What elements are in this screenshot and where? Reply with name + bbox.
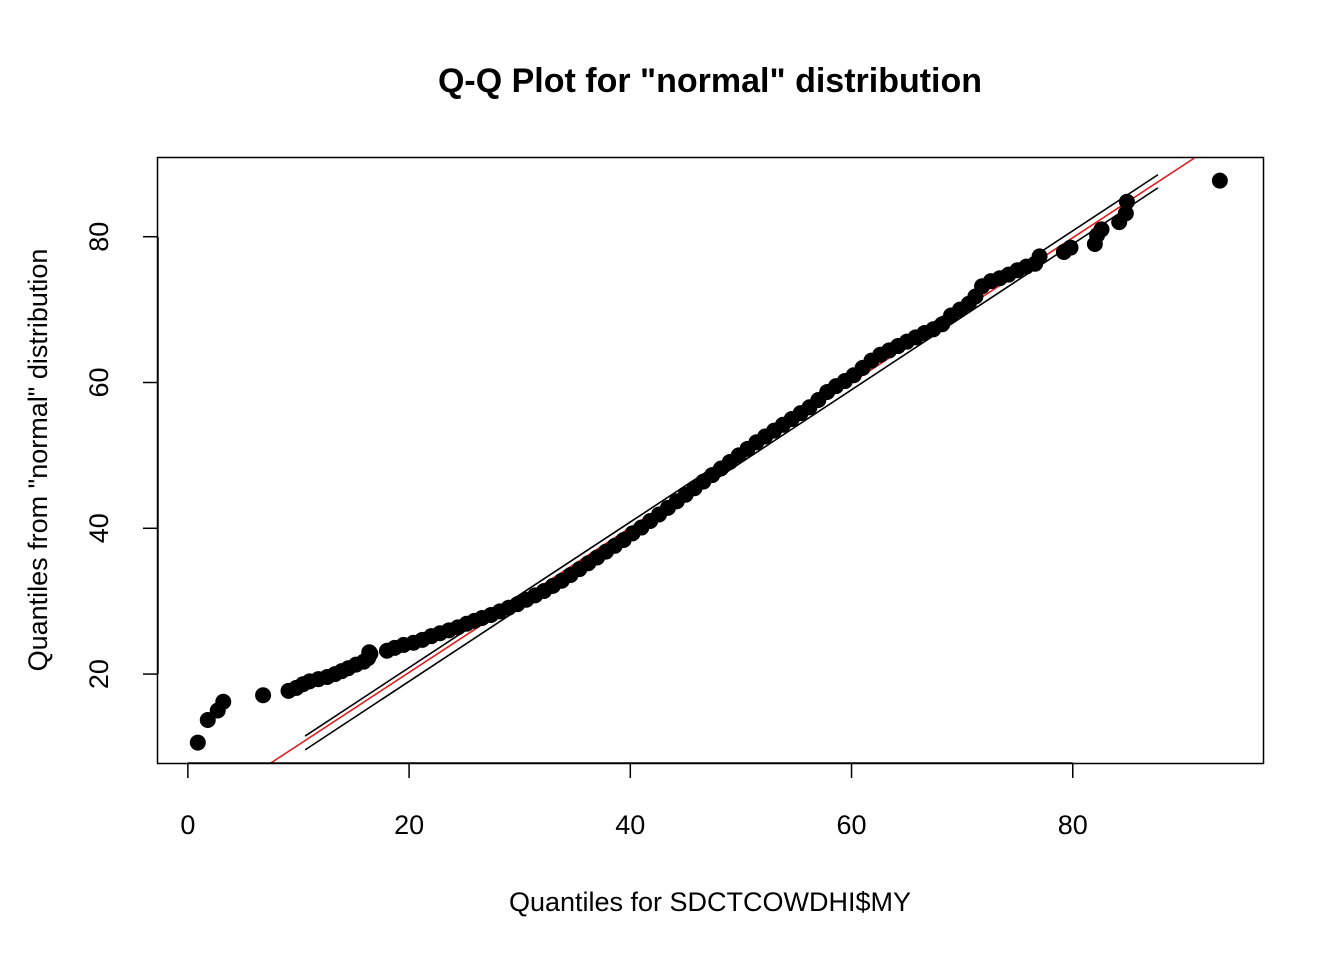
y-tick-label: 40 — [84, 513, 114, 543]
data-point — [1118, 193, 1135, 210]
data-point — [189, 734, 206, 751]
y-axis: 20 40 60 80 — [84, 222, 159, 689]
y-tick-label: 20 — [84, 659, 114, 689]
data-point — [1062, 239, 1079, 256]
x-tick-label: 20 — [394, 810, 424, 840]
x-tick-label: 80 — [1058, 810, 1088, 840]
data-point — [1093, 221, 1110, 238]
x-tick-label: 40 — [615, 810, 645, 840]
y-tick-label: 80 — [84, 222, 114, 252]
data-point — [361, 644, 378, 661]
data-point — [1211, 172, 1228, 189]
x-tick-label: 0 — [180, 810, 195, 840]
data-point — [1117, 205, 1134, 222]
y-axis-label: Quantiles from "normal" distribution — [23, 249, 53, 672]
data-point — [255, 687, 272, 704]
data-point — [1031, 248, 1048, 265]
x-axis-label: Quantiles for SDCTCOWDHI$MY — [509, 887, 911, 917]
x-axis: 0 20 40 60 80 — [180, 762, 1088, 840]
x-tick-label: 60 — [837, 810, 867, 840]
data-points — [189, 172, 1228, 751]
y-tick-label: 60 — [84, 367, 114, 397]
data-point — [199, 711, 216, 728]
chart-title: Q-Q Plot for "normal" distribution — [438, 62, 982, 100]
data-point — [215, 693, 232, 710]
